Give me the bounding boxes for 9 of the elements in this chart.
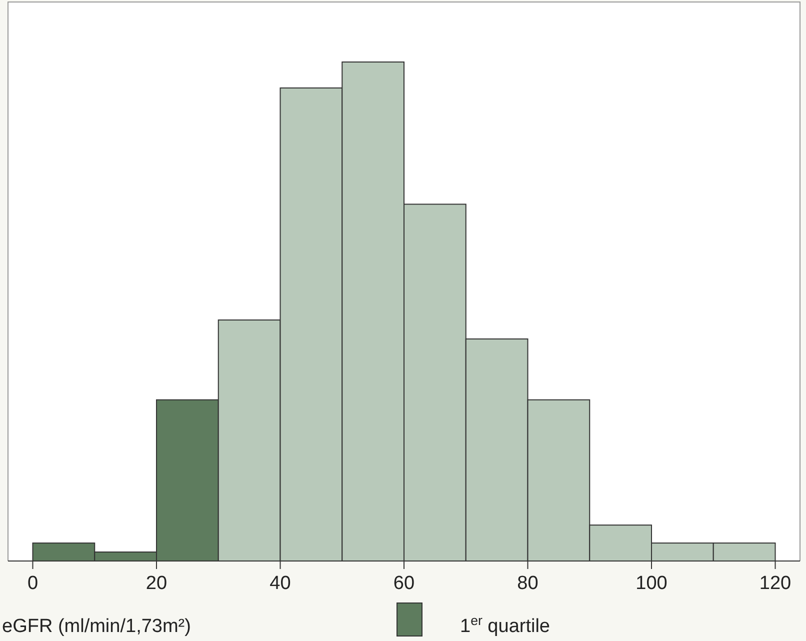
x-tick-label: 20	[146, 573, 168, 594]
x-tick-label: 60	[393, 573, 415, 594]
x-tick-label: 100	[636, 573, 668, 594]
x-tick-label: 40	[270, 573, 291, 594]
x-tick-label: 120	[759, 573, 792, 594]
x-tick-label: 80	[517, 573, 538, 594]
text: 1$^{er}$ quartile	[460, 612, 550, 637]
x-tick-label: 0	[27, 573, 38, 594]
x-axis-title: eGFR (ml/min/1,73m²)	[2, 616, 191, 637]
